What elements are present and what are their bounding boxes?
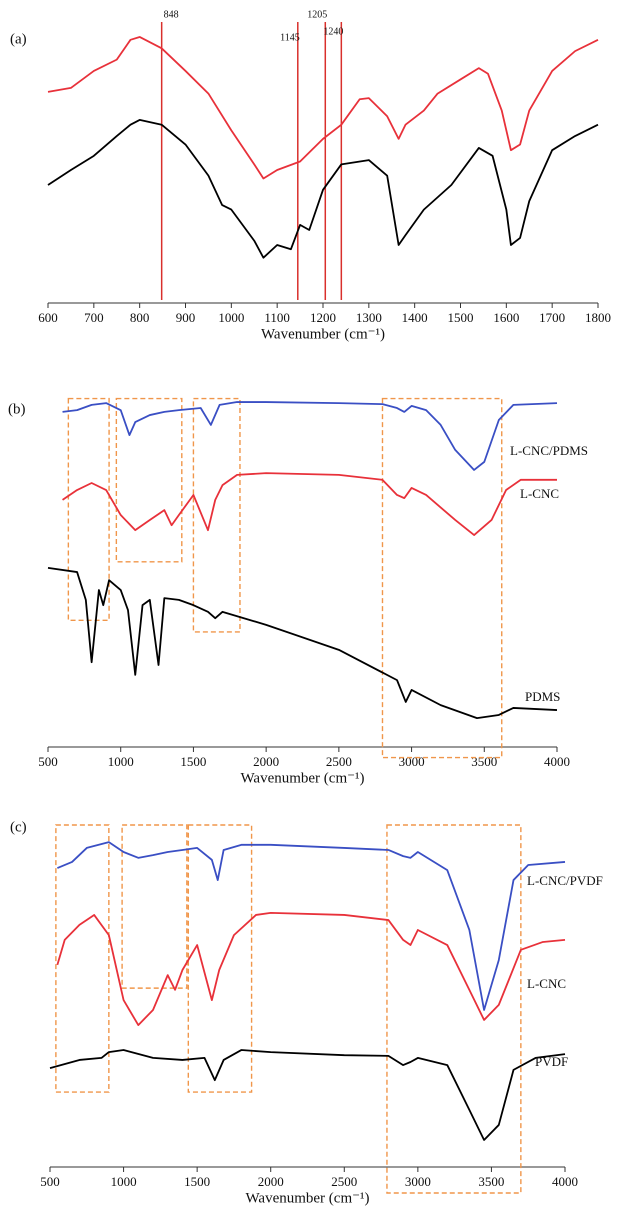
x-axis-title: Wavenumber (cm⁻¹) — [245, 1190, 369, 1206]
x-tick-label: 3500 — [478, 1174, 504, 1189]
highlight-box — [121, 824, 188, 989]
highlight-box — [55, 824, 110, 1093]
x-tick-label: 1000 — [111, 1174, 137, 1189]
x-tick-label: 1400 — [402, 310, 428, 325]
spectrum-line — [62, 401, 558, 471]
x-tick-label: 1000 — [108, 754, 134, 769]
spectrum-line — [57, 841, 566, 1011]
panel-label: (a) — [10, 31, 27, 47]
spectrum-line — [56, 911, 566, 1026]
spectrum-line — [47, 566, 558, 720]
series-label: L-CNC/PVDF — [527, 873, 603, 888]
highlight-box — [187, 824, 253, 1093]
x-tick-label: 900 — [176, 310, 196, 325]
x-tick-label: 1300 — [356, 310, 382, 325]
x-tick-label: 1500 — [448, 310, 474, 325]
x-tick-label: 1600 — [493, 310, 519, 325]
panel-label: (b) — [8, 401, 26, 417]
x-tick-label: 4000 — [544, 754, 570, 769]
x-tick-label: 800 — [130, 310, 150, 325]
marker-label: 848 — [164, 9, 179, 20]
x-tick-label: 1800 — [585, 310, 611, 325]
x-tick-label: 500 — [38, 754, 58, 769]
x-tick-label: 1200 — [310, 310, 336, 325]
marker-label: 1205 — [307, 9, 327, 20]
spectrum-line — [62, 472, 557, 536]
x-tick-label: 3500 — [471, 754, 497, 769]
marker-label: 1145 — [280, 32, 300, 43]
x-tick-label: 700 — [84, 310, 104, 325]
x-axis-title: Wavenumber (cm⁻¹) — [261, 326, 385, 342]
x-tick-label: 2000 — [258, 1174, 284, 1189]
x-tick-label: 1500 — [184, 1174, 210, 1189]
highlight-box — [67, 397, 110, 621]
panel-label: (c) — [10, 819, 27, 835]
x-tick-label: 1000 — [218, 310, 244, 325]
series-label: PDMS — [525, 689, 560, 704]
series-label: L-CNC — [527, 976, 566, 991]
highlight-box — [115, 397, 183, 563]
spectrum-line — [47, 36, 599, 180]
x-tick-label: 1500 — [180, 754, 206, 769]
series-label: L-CNC — [520, 486, 559, 501]
x-tick-label: 2000 — [253, 754, 279, 769]
x-tick-label: 600 — [38, 310, 58, 325]
x-tick-label: 3000 — [405, 1174, 431, 1189]
marker-label: 1240 — [323, 26, 343, 37]
x-tick-label: 3000 — [399, 754, 425, 769]
spectrum-line — [47, 118, 599, 259]
highlight-box — [386, 824, 522, 1194]
x-tick-label: 2500 — [331, 1174, 357, 1189]
highlight-box — [381, 397, 503, 759]
x-axis-title: Wavenumber (cm⁻¹) — [240, 770, 364, 786]
x-tick-label: 4000 — [552, 1174, 578, 1189]
x-tick-label: 500 — [40, 1174, 60, 1189]
series-label: PVDF — [535, 1054, 568, 1069]
x-tick-label: 1100 — [264, 310, 290, 325]
highlight-box — [192, 397, 241, 633]
x-tick-label: 2500 — [326, 754, 352, 769]
series-label: L-CNC/PDMS — [510, 443, 588, 458]
x-tick-label: 1700 — [539, 310, 565, 325]
spectrum-line — [49, 1049, 566, 1141]
